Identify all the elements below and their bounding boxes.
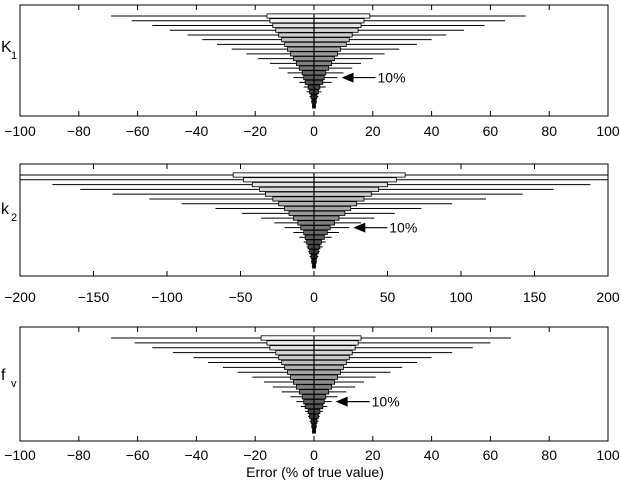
x-tick-label: 100 [596, 447, 620, 463]
annotation-arrowhead [335, 396, 348, 407]
annotation-label: 10% [378, 70, 406, 86]
x-tick-label: 0 [310, 447, 318, 463]
error-box [269, 18, 365, 24]
error-box [297, 220, 335, 226]
y-axis-label-subscript: 1 [11, 50, 17, 62]
x-axis-label: Error (% of true value) [246, 464, 384, 480]
error-box [275, 27, 359, 33]
error-box [303, 229, 328, 236]
error-box [284, 205, 352, 212]
x-tick-label: 150 [523, 289, 547, 305]
x-tick-label: 50 [380, 289, 396, 305]
error-box [269, 345, 356, 351]
x-tick-label: −150 [78, 289, 110, 305]
panel-k2: −200 −150 −100 −50 0 50 100 150 200 k 2 10% [1, 163, 620, 305]
x-tick-label: −20 [243, 123, 267, 139]
error-box [281, 37, 350, 43]
y-axis-label-subscript: v [11, 378, 17, 390]
error-box [265, 191, 372, 197]
x-tick-label: 60 [483, 447, 499, 463]
error-box [304, 234, 325, 240]
error-box [288, 210, 346, 216]
error-box [260, 335, 362, 341]
x-tick-label: 20 [365, 447, 381, 463]
x-tick-label: −60 [126, 123, 150, 139]
x-tick-label: 40 [424, 123, 440, 139]
error-box [266, 13, 371, 19]
x-tick-label: 100 [449, 289, 473, 305]
error-box [232, 172, 406, 178]
x-tick-label: 20 [365, 123, 381, 139]
error-box [300, 225, 331, 231]
x-tick-label: −40 [185, 447, 209, 463]
x-tick-label: −100 [4, 447, 36, 463]
x-tick-label: −20 [243, 447, 267, 463]
error-box [251, 182, 388, 188]
x-tick-label: 0 [310, 123, 318, 139]
error-box [278, 201, 358, 207]
error-box [259, 186, 380, 192]
x-tick-label: 80 [541, 447, 557, 463]
error-box [272, 196, 365, 202]
x-tick-label: −80 [67, 123, 91, 139]
x-tick-label: 80 [541, 123, 557, 139]
annotation-arrowhead [353, 222, 366, 233]
x-tick-label: −80 [67, 447, 91, 463]
x-tick-label: 60 [483, 123, 499, 139]
x-tick-label: −100 [151, 289, 183, 305]
error-box [272, 22, 362, 29]
error-box [284, 41, 347, 47]
x-tick-label: 0 [310, 289, 318, 305]
x-tick-label: 100 [596, 123, 620, 139]
error-box [266, 340, 359, 346]
annotation-arrowhead [341, 72, 354, 83]
panel-fv: −100 −80 −60 −40 −20 0 20 40 60 80 100 f v 10% [1, 326, 620, 463]
y-axis-label: K [1, 39, 12, 56]
y-axis-label: f [1, 367, 6, 384]
error-box [278, 32, 353, 38]
x-tick-label: −200 [4, 289, 36, 305]
annotation-label: 10% [372, 394, 400, 410]
x-tick-label: 200 [596, 289, 620, 305]
panel-K1: −100 −80 −60 −40 −20 0 20 40 60 80 100 K 1 10% [1, 4, 620, 139]
x-tick-label: −50 [229, 289, 253, 305]
error-box [243, 177, 397, 183]
x-tick-label: −40 [185, 123, 209, 139]
annotation-label: 10% [389, 220, 417, 236]
y-axis-label: k [1, 201, 10, 218]
x-tick-label: −60 [126, 447, 150, 463]
x-tick-label: 40 [424, 447, 440, 463]
x-tick-label: −100 [4, 123, 36, 139]
error-box [293, 215, 340, 221]
y-axis-label-subscript: 2 [11, 212, 17, 224]
